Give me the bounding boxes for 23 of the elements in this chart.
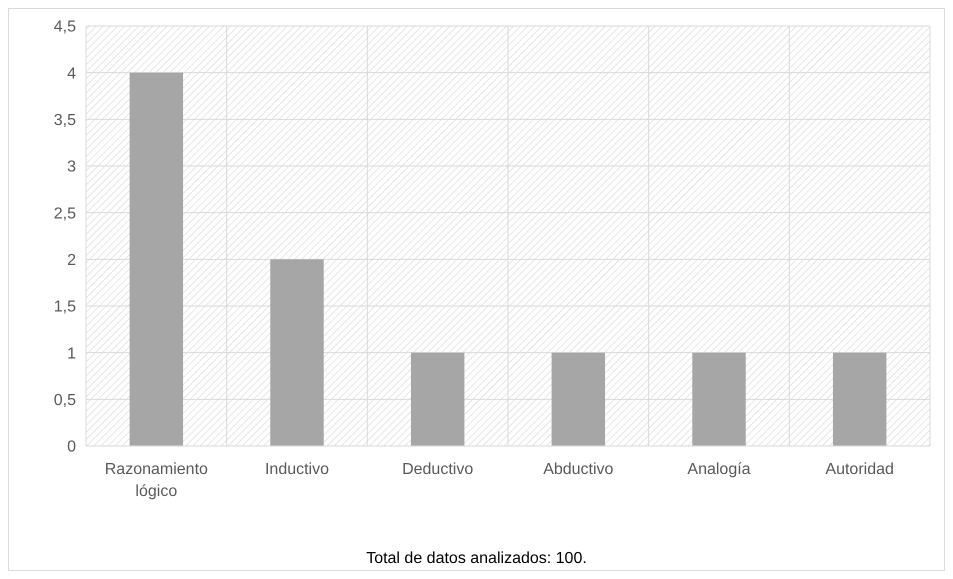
y-tick-label: 1 [67,345,76,362]
y-tick-label: 0 [67,438,76,456]
x-tick-label: Deductivo [402,461,474,478]
bar [130,72,184,446]
x-tick-label: Razonamiento lógico [104,461,208,500]
bar [552,352,606,446]
y-tick-label: 2,5 [54,205,76,222]
y-tick-label: 1,5 [54,298,76,316]
bar [270,259,324,446]
bar [692,352,746,446]
y-tick-label: 2 [67,252,76,269]
y-tick-label: 4 [67,65,76,82]
text: Total de datos analizados: 100. [366,550,587,567]
bar [410,352,464,446]
x-tick-label: Inductivo [264,461,330,478]
y-tick-label: 3 [67,158,76,176]
x-tick-label: Abductivo [543,461,614,478]
y-tick-label: 0,5 [54,392,76,409]
x-tick-label: Analogía [687,461,751,478]
x-tick-label: Autoridad [825,461,894,478]
bar [832,352,886,446]
y-tick-label: 3,5 [54,112,76,129]
y-tick-label: 4,5 [54,18,76,36]
